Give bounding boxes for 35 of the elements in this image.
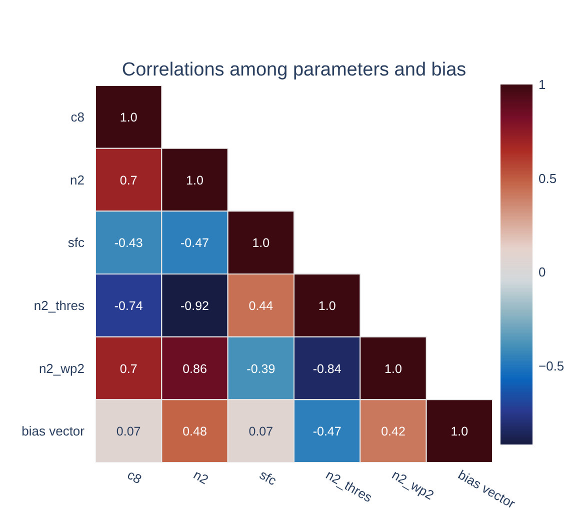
data-label: -0.92 [180, 298, 210, 313]
x-tick-label: n2 [191, 466, 212, 488]
data-label: 0.07 [116, 424, 141, 439]
data-label: 0.44 [248, 298, 274, 313]
color-bar-label: 0.5 [538, 170, 557, 186]
color-bar-label: 0 [538, 264, 546, 280]
data-label: 0.42 [381, 424, 406, 439]
data-label: -0.39 [246, 362, 276, 376]
x-tick-label: c8 [124, 466, 144, 487]
data-label: 1.0 [384, 362, 402, 376]
y-tick-label: n2 [70, 172, 85, 188]
data-label: 1.0 [450, 424, 468, 439]
data-label: 1.0 [120, 110, 138, 124]
y-tick-label: sfc [68, 235, 85, 250]
color-bar-label: 1 [538, 77, 546, 92]
y-tick-label: bias vector [22, 424, 86, 439]
x-tick-label: sfc [257, 466, 280, 489]
y-tick-label: c8 [70, 109, 85, 124]
data-label: 1.0 [318, 298, 336, 313]
y-tick-label: n2_wp2 [38, 360, 85, 376]
data-label: 0.07 [248, 424, 274, 439]
data-label: -0.84 [312, 362, 342, 376]
chart-title: Correlations among parameters and bias [122, 60, 466, 80]
data-label: 0.7 [120, 173, 138, 188]
data-label: -0.43 [114, 236, 143, 250]
data-label: -0.47 [312, 424, 342, 439]
data-label: -0.47 [180, 236, 210, 250]
data-label: 0.86 [182, 362, 207, 376]
color-bar-label: −0.5 [538, 358, 564, 374]
data-label: 1.0 [252, 236, 270, 250]
data-label: 0.7 [120, 362, 138, 376]
y-tick-label: n2_thres [34, 298, 85, 313]
data-label: 1.0 [186, 173, 204, 188]
data-label: 0.48 [182, 424, 207, 439]
data-label: -0.74 [114, 298, 143, 313]
